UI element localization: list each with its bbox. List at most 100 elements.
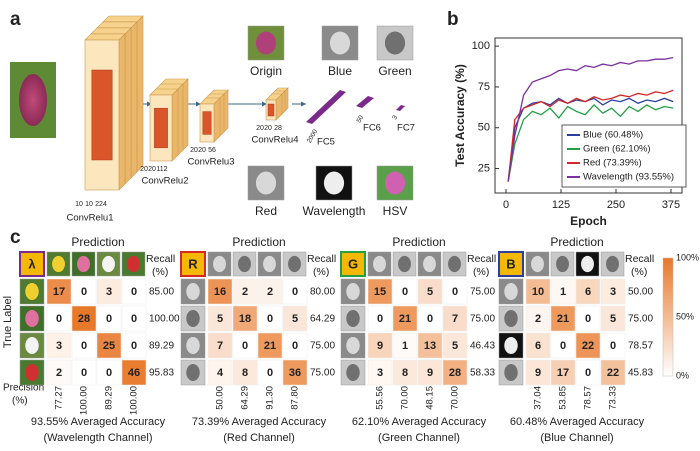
caption: 73.39% Averaged Accuracy — [192, 416, 327, 428]
matrix-cell — [121, 359, 147, 386]
cell-value: 18 — [239, 313, 251, 325]
matrix-cell — [550, 359, 576, 386]
image-object — [346, 364, 360, 381]
matrix-cell — [257, 305, 283, 332]
caption: 62.10% Averaged Accuracy — [352, 416, 487, 428]
image-object — [52, 255, 65, 273]
matrix-cell — [525, 332, 551, 359]
image-object — [531, 255, 544, 273]
matrix-cell — [525, 359, 551, 386]
cell-value: 0 — [267, 313, 273, 325]
cell-value: 36 — [289, 367, 301, 379]
precision-value: 64.29 — [240, 386, 251, 410]
layer-dim: 10 — [75, 201, 83, 208]
cell-value: 0 — [377, 313, 383, 325]
image-object — [398, 255, 411, 273]
cell-value: 0 — [267, 367, 273, 379]
colorbar-label: 50% — [676, 311, 694, 321]
cell-value: 0 — [81, 367, 87, 379]
image-object — [606, 255, 619, 273]
fc-layer — [356, 96, 374, 108]
axis-title: Recall — [625, 253, 654, 265]
cell-value: 1 — [402, 340, 408, 352]
matrix-cell — [46, 359, 72, 386]
axis-title: (%) — [313, 266, 329, 278]
image-object — [25, 364, 39, 381]
image-label: Wavelength — [303, 204, 366, 218]
image-object — [384, 171, 406, 195]
matrix-cell — [600, 305, 626, 332]
cell-value: 16 — [214, 286, 226, 298]
layer-side — [124, 27, 132, 185]
image-label: Origin — [250, 64, 282, 78]
colorbar — [662, 257, 674, 377]
arrow-head — [301, 101, 306, 107]
legend-label: Wavelength (93.55%) — [583, 172, 674, 183]
matrix-cell — [96, 278, 122, 305]
layer-dim: 20 — [264, 125, 272, 132]
cell-value: 1 — [560, 286, 566, 298]
image-object — [346, 283, 360, 300]
image-object — [77, 255, 90, 273]
cell-value: 4 — [217, 367, 224, 379]
precision-value: 70.00 — [450, 386, 461, 410]
matrix-cell — [600, 359, 626, 386]
image-label: Green — [378, 64, 411, 78]
axis-title: Prediction — [392, 235, 445, 249]
matrix-cell — [207, 359, 233, 386]
matrix-cell — [550, 278, 576, 305]
matrix-cell — [121, 305, 147, 332]
matrix-cell — [367, 305, 393, 332]
cell-value: 0 — [81, 286, 87, 298]
recall-value: 75.00 — [310, 341, 335, 352]
matrix-cell — [417, 305, 443, 332]
cell-value: 0 — [292, 340, 298, 352]
arrow-head — [262, 101, 267, 107]
precision-value: 91.30 — [265, 386, 276, 410]
fc-size: 3 — [391, 114, 399, 121]
layer-dim: 112 — [156, 166, 167, 173]
layer-side — [118, 33, 126, 191]
axis-title: (%) — [631, 266, 647, 278]
matrix-cell — [442, 278, 468, 305]
matrix-cell — [600, 332, 626, 359]
cell-value: 21 — [557, 313, 569, 325]
matrix-cell — [550, 332, 576, 359]
cell-value: 3 — [56, 340, 62, 352]
recall-value: 100.00 — [149, 314, 180, 325]
y-axis-label: Test Accuracy (%) — [453, 64, 467, 167]
image-object — [288, 255, 301, 273]
precision-value: 48.15 — [425, 386, 436, 410]
matrix-cell — [232, 359, 258, 386]
matrix-cell — [392, 359, 418, 386]
channel-box — [19, 251, 45, 277]
axis-title: Recall — [467, 253, 496, 265]
layer-side — [136, 15, 144, 173]
matrix-cell — [232, 278, 258, 305]
channel-box — [180, 251, 206, 277]
caption: 93.55% Averaged Accuracy — [31, 416, 166, 428]
matrix-cell — [392, 278, 418, 305]
image-object — [186, 364, 200, 381]
axis-title: (%) — [12, 396, 28, 407]
cell-value: 2 — [535, 313, 541, 325]
matrix-cell — [367, 332, 393, 359]
layer-dim: 224 — [95, 201, 107, 208]
matrix-cell — [71, 359, 97, 386]
axis-title: Prediction — [550, 235, 603, 249]
kernel — [267, 103, 275, 117]
matrix-cell — [575, 359, 601, 386]
precision-value: 89.29 — [104, 386, 115, 410]
arrow-head — [147, 101, 152, 107]
image-object — [581, 255, 594, 273]
cell-value: 5 — [292, 313, 298, 325]
cell-value: 22 — [582, 340, 594, 352]
axis-title: Prediction — [71, 235, 124, 249]
image-label: Red — [255, 204, 277, 218]
matrix-cell — [46, 305, 72, 332]
arrow-head — [196, 101, 201, 107]
cell-value: 3 — [377, 367, 383, 379]
data-line — [507, 89, 674, 182]
cell-value: 0 — [452, 286, 458, 298]
